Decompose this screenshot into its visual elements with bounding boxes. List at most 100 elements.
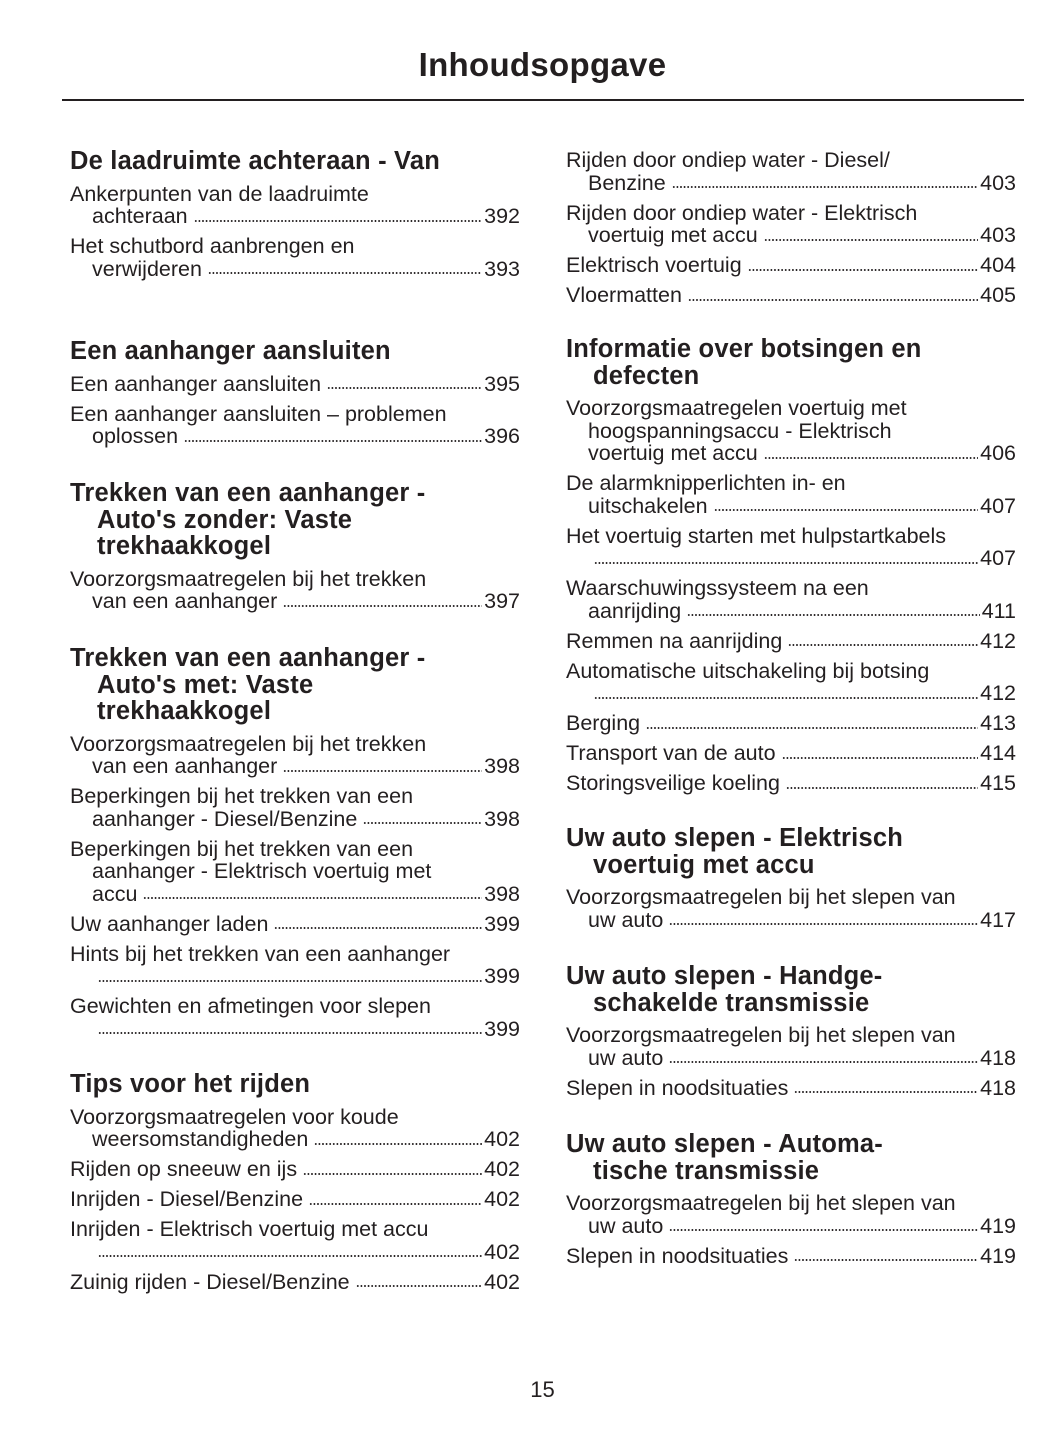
toc-entry[interactable]: Uw aanhanger laden 399 <box>70 911 520 936</box>
dot-leader <box>669 922 979 926</box>
entry-text: aanhanger - Diesel/Benzine <box>92 806 358 831</box>
toc-entry[interactable]: Beperkingen bij het trekken van een aanha… <box>70 785 520 830</box>
entry-page-number: 418 <box>980 1045 1016 1070</box>
entry-text: voertuig met accu <box>588 441 758 465</box>
dot-leader <box>687 297 979 302</box>
toc-entry[interactable]: De alarmknipperlichten in- en uitschakele… <box>566 472 1016 517</box>
dot-leader <box>193 218 483 223</box>
entry-page-number: 407 <box>980 493 1016 518</box>
entry-text: Storingsveilige koeling <box>566 771 780 795</box>
entry-page-number: 403 <box>980 223 1016 247</box>
entry-text: Slepen in noodsituaties <box>566 1075 789 1100</box>
section-heading: Trekken van een aanhanger - Auto's met: V… <box>70 645 520 725</box>
entry-page-number: 393 <box>484 256 520 281</box>
entry-last-line: uw auto 419 <box>566 1213 1016 1238</box>
entry-page-number: 411 <box>981 598 1016 623</box>
dot-leader <box>143 896 483 900</box>
toc-entry[interactable]: Voorzorgsmaatregelen bij het slepen van u… <box>566 1192 1016 1237</box>
toc-section: Uw auto slepen - Handge-schakelde transm… <box>566 963 1016 1107</box>
entry-text: uitschakelen <box>588 493 708 518</box>
toc-entry[interactable]: Remmen na aanrijding 412 <box>566 628 1016 653</box>
entry-last-line: Elektrisch voertuig 404 <box>566 254 1016 277</box>
toc-entry[interactable]: Voorzorgsmaatregelen voor koude weersomst… <box>70 1104 520 1151</box>
entry-page-number: 418 <box>980 1075 1016 1100</box>
toc-entry[interactable]: Rijden op sneeuw en ijs 402 <box>70 1158 520 1181</box>
toc-entry[interactable]: Het schutbord aanbrengen en verwijderen 39… <box>70 235 520 280</box>
dot-leader <box>98 1254 483 1258</box>
entry-text: Een aanhanger aansluiten – problemen <box>70 401 447 426</box>
entry-text: Ankerpunten van de laadruimte <box>70 181 369 206</box>
toc-entry[interactable]: Het voertuig starten met hulpstartkabels… <box>566 524 1016 570</box>
entry-last-line: aanrijding 411 <box>566 598 1016 623</box>
toc-entry[interactable]: Voorzorgsmaatregelen voertuig met hoogspa… <box>566 397 1016 465</box>
toc-entry[interactable]: Slepen in noodsituaties 419 <box>566 1244 1016 1268</box>
toc-entry[interactable]: Elektrisch voertuig 404 <box>566 254 1016 277</box>
dot-leader <box>98 978 483 983</box>
dot-leader <box>594 560 979 565</box>
toc-entry[interactable]: Zuinig rijden - Diesel/Benzine 402 <box>70 1270 520 1294</box>
toc-entry[interactable]: Waarschuwingssysteem na een aanrijding 411 <box>566 577 1016 622</box>
toc-entry[interactable]: Berging 413 <box>566 712 1016 735</box>
toc-entry[interactable]: Voorzorgsmaatregelen bij het slepen van u… <box>566 886 1016 931</box>
entry-text: Vloermatten <box>566 283 682 307</box>
dot-leader <box>788 643 979 647</box>
entry-page-number: 412 <box>980 681 1016 705</box>
dot-leader <box>669 1060 979 1064</box>
toc-entry[interactable]: Voorzorgsmaatregelen bij het trekken van … <box>70 566 520 613</box>
entry-last-line: 407 <box>566 547 1016 570</box>
toc-entry[interactable]: Storingsveilige koeling 415 <box>566 772 1016 795</box>
entry-text: achteraan <box>92 204 188 228</box>
entry-text: van een aanhanger <box>92 589 278 613</box>
toc-entry[interactable]: Inrijden - Elektrisch voertuig met accu 4… <box>70 1218 520 1263</box>
entry-text: Uw aanhanger laden <box>70 911 269 936</box>
dot-leader <box>794 1258 979 1262</box>
toc-entry[interactable]: Slepen in noodsituaties 418 <box>566 1075 1016 1100</box>
entry-last-line: 402 <box>70 1240 520 1264</box>
heading-line: Trekken van een aanhanger - <box>70 644 426 672</box>
heading-line: Auto's zonder: Vaste <box>97 505 353 534</box>
toc-section: De laadruimte achteraan - Van Ankerpunten… <box>70 148 520 288</box>
entry-last-line: 412 <box>566 682 1016 705</box>
entry-text: Voorzorgsmaatregelen voor koude <box>70 1104 399 1129</box>
toc-entry[interactable]: Gewichten en afmetingen voor slepen 399 <box>70 995 520 1040</box>
entry-last-line: weersomstandigheden 402 <box>70 1128 520 1151</box>
section-heading: Uw auto slepen - Elektrisch voertuig met … <box>566 825 1016 878</box>
entry-last-line: van een aanhanger 397 <box>70 590 520 613</box>
entry-text: Voorzorgsmaatregelen bij het trekken <box>70 566 427 591</box>
heading-line: Uw auto slepen - Elektrisch <box>566 824 903 852</box>
toc-entry[interactable]: Een aanhanger aansluiten 395 <box>70 372 520 396</box>
toc-entry[interactable]: Inrijden - Diesel/Benzine 402 <box>70 1188 520 1211</box>
heading-line: Uw auto slepen - Handge- <box>566 962 883 990</box>
entry-text: uw auto <box>588 1213 664 1238</box>
entry-last-line: voertuig met accu 403 <box>566 224 1016 247</box>
entry-page-number: 413 <box>980 711 1016 735</box>
entry-text: Automatische uitschakeling bij botsing <box>566 658 930 683</box>
toc-entry[interactable]: Automatische uitschakeling bij botsing 41… <box>566 658 1016 705</box>
entry-text: voertuig met accu <box>588 223 758 247</box>
dot-leader <box>355 1284 483 1288</box>
entry-page-number: 412 <box>980 628 1016 653</box>
toc-entry[interactable]: Ankerpunten van de laadruimte achteraan 39… <box>70 181 520 228</box>
toc-entry[interactable]: Voorzorgsmaatregelen bij het trekken van … <box>70 732 520 778</box>
entry-last-line: Remmen na aanrijding 412 <box>566 628 1016 653</box>
toc-entry[interactable]: Transport van de auto 414 <box>566 742 1016 765</box>
toc-entry[interactable]: Beperkingen bij het trekken van een aanha… <box>70 837 520 906</box>
entry-text: Hints bij het trekken van een aanhanger <box>70 941 451 966</box>
heading-line: Een aanhanger aansluiten <box>70 337 391 365</box>
toc-entry[interactable]: Voorzorgsmaatregelen bij het slepen van u… <box>566 1024 1016 1069</box>
entry-page-number: 402 <box>484 1127 520 1151</box>
toc-entry[interactable]: Hints bij het trekken van een aanhanger 3… <box>70 941 520 988</box>
entry-text: Transport van de auto <box>566 741 776 765</box>
entry-text: Rijden op sneeuw en ijs <box>70 1157 298 1181</box>
entry-text: Inrijden - Elektrisch voertuig met accu <box>70 1217 429 1241</box>
entry-page-number: 399 <box>484 964 520 988</box>
entry-text: De alarmknipperlichten in- en <box>566 471 846 495</box>
entry-last-line: Zuinig rijden - Diesel/Benzine 402 <box>70 1270 520 1294</box>
entry-text: Voorzorgsmaatregelen bij het slepen van <box>566 1191 956 1215</box>
toc-entry[interactable]: Rijden door ondiep water - Diesel/Benzin… <box>566 149 1016 194</box>
toc-entry[interactable]: Een aanhanger aansluiten – problemen oplo… <box>70 401 520 448</box>
heading-line: defecten <box>593 361 700 390</box>
toc-entry[interactable]: Vloermatten 405 <box>566 284 1016 307</box>
toc-entry[interactable]: Rijden door ondiep water - Elektrisch voe… <box>566 201 1016 247</box>
entry-last-line: verwijderen 393 <box>70 256 520 281</box>
